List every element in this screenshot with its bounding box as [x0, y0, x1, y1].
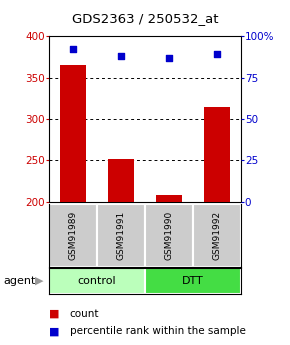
Bar — [49, 268, 145, 294]
Text: ■: ■ — [49, 309, 60, 319]
Text: percentile rank within the sample: percentile rank within the sample — [70, 326, 245, 336]
Text: control: control — [78, 276, 117, 286]
Bar — [193, 204, 241, 267]
Point — [119, 53, 124, 59]
Bar — [97, 204, 145, 267]
Bar — [108, 159, 134, 202]
Bar — [145, 268, 241, 294]
Point — [166, 55, 171, 60]
Text: ▶: ▶ — [35, 276, 44, 286]
Text: GSM91991: GSM91991 — [117, 211, 126, 260]
Text: ■: ■ — [49, 326, 60, 336]
Text: GSM91990: GSM91990 — [164, 211, 173, 260]
Bar — [156, 195, 182, 202]
Text: GSM91992: GSM91992 — [212, 211, 221, 260]
Point — [71, 47, 75, 52]
Text: agent: agent — [3, 276, 35, 286]
Point — [214, 52, 219, 57]
Bar — [49, 204, 97, 267]
Bar — [145, 204, 193, 267]
Bar — [60, 65, 86, 202]
Text: count: count — [70, 309, 99, 319]
Text: GSM91989: GSM91989 — [69, 211, 78, 260]
Bar — [204, 107, 230, 202]
Text: GDS2363 / 250532_at: GDS2363 / 250532_at — [72, 12, 218, 25]
Text: DTT: DTT — [182, 276, 204, 286]
